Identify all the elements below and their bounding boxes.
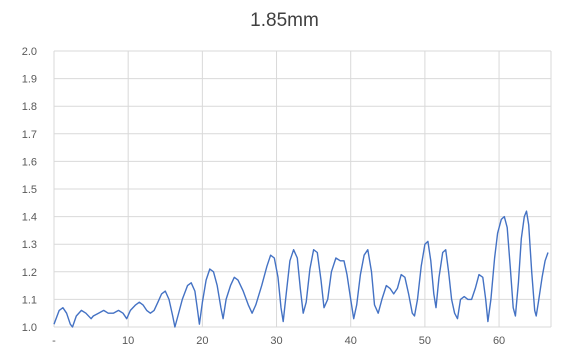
y-tick-label: 1.8: [22, 101, 37, 113]
series-layer: [53, 210, 549, 328]
y-tick-label: 1.4: [22, 212, 37, 224]
y-tick-label: 1.7: [22, 129, 37, 141]
y-tick-label: 1.1: [22, 294, 37, 306]
y-axis-tick-labels: 1.0 1.1 1.2 1.3 1.4 1.5 1.6 1.7 1.8 1.9 2.0: [22, 46, 37, 334]
y-tick-label: 2.0: [22, 46, 37, 58]
gridlines: [53, 50, 552, 328]
x-axis-tick-labels: - 10 20 30 40 50 60: [52, 335, 505, 347]
x-tick-label: -: [52, 335, 56, 347]
y-tick-label: 1.2: [22, 267, 37, 279]
y-tick-label: 1.3: [22, 239, 37, 251]
y-tick-label: 1.5: [22, 184, 37, 196]
x-tick-label: 20: [196, 335, 208, 347]
y-tick-label: 1.6: [22, 156, 37, 168]
x-tick-label: 40: [345, 335, 357, 347]
chart-title: 1.85mm: [250, 10, 319, 31]
x-tick-label: 60: [493, 335, 505, 347]
series-line: [53, 210, 549, 328]
x-tick-label: 10: [122, 335, 134, 347]
x-tick-label: 50: [419, 335, 431, 347]
x-tick-label: 30: [270, 335, 282, 347]
y-tick-label: 1.0: [22, 322, 37, 334]
y-tick-label: 1.9: [22, 74, 37, 86]
